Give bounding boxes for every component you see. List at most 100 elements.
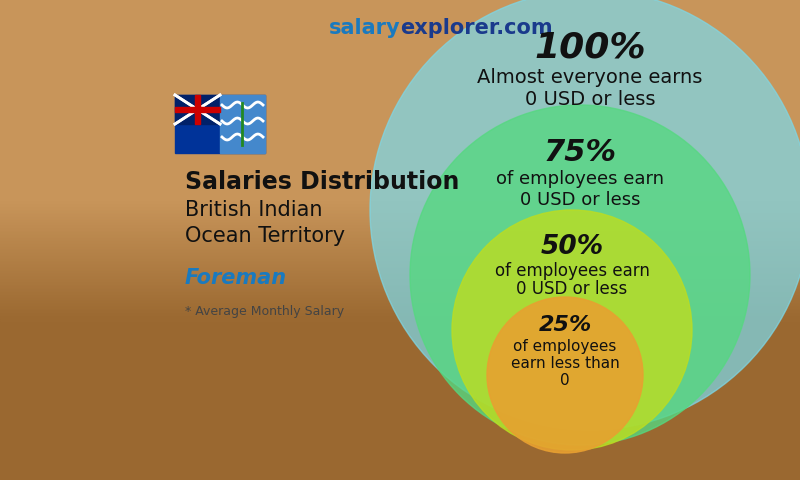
Bar — [0, 252, 800, 254]
Text: of employees earn: of employees earn — [496, 170, 664, 188]
Bar — [0, 312, 800, 314]
Bar — [175, 95, 220, 124]
Bar — [0, 290, 800, 292]
Text: Salaries Distribution: Salaries Distribution — [185, 170, 459, 194]
Circle shape — [370, 0, 800, 430]
Bar — [0, 299, 800, 301]
Bar — [0, 259, 800, 261]
Bar — [0, 221, 800, 223]
Bar — [0, 286, 800, 288]
Bar — [0, 287, 800, 289]
Bar — [0, 211, 800, 213]
Bar — [0, 279, 800, 281]
Bar — [0, 284, 800, 286]
Bar — [0, 255, 800, 257]
Bar — [0, 291, 800, 293]
Bar — [175, 107, 220, 112]
Text: 25%: 25% — [538, 315, 592, 335]
Bar — [0, 319, 800, 321]
Text: 0: 0 — [560, 373, 570, 388]
Bar — [0, 230, 800, 232]
Bar — [0, 206, 800, 208]
Circle shape — [452, 210, 692, 450]
Bar — [0, 300, 800, 302]
Bar — [0, 203, 800, 205]
Bar — [0, 223, 800, 225]
Bar — [0, 200, 800, 202]
Bar — [0, 288, 800, 290]
Bar — [0, 269, 800, 271]
Bar — [0, 260, 800, 262]
Bar — [0, 245, 800, 247]
Bar — [0, 314, 800, 316]
Bar — [0, 298, 800, 300]
Bar — [0, 317, 800, 319]
Bar — [0, 254, 800, 256]
Bar — [195, 95, 200, 124]
Text: of employees: of employees — [514, 339, 617, 354]
Bar — [0, 226, 800, 228]
Bar — [0, 293, 800, 295]
Bar — [0, 308, 800, 310]
Bar — [0, 267, 800, 269]
Bar — [0, 219, 800, 221]
Bar — [0, 202, 800, 204]
Text: salary: salary — [328, 18, 400, 38]
Bar — [0, 257, 800, 259]
Text: explorer.com: explorer.com — [400, 18, 553, 38]
Bar — [0, 240, 800, 480]
Bar — [0, 212, 800, 214]
Bar — [0, 231, 800, 233]
Text: British Indian
Ocean Territory: British Indian Ocean Territory — [185, 200, 345, 246]
Bar — [0, 275, 800, 277]
Text: earn less than: earn less than — [510, 356, 619, 371]
Text: * Average Monthly Salary: * Average Monthly Salary — [185, 305, 344, 318]
Circle shape — [487, 297, 643, 453]
Bar — [0, 303, 800, 305]
Bar — [0, 0, 800, 240]
Bar — [0, 215, 800, 217]
Bar — [0, 224, 800, 226]
Bar — [0, 216, 800, 218]
Bar — [0, 242, 800, 244]
Bar — [0, 251, 800, 253]
Bar — [0, 263, 800, 265]
Bar — [0, 218, 800, 220]
Bar — [0, 233, 800, 235]
Bar — [0, 296, 800, 298]
Bar — [0, 264, 800, 266]
Bar — [0, 207, 800, 209]
Bar — [0, 271, 800, 273]
Text: 100%: 100% — [534, 30, 646, 64]
Bar — [0, 266, 800, 268]
Bar — [0, 276, 800, 278]
Bar — [0, 209, 800, 211]
Bar — [0, 274, 800, 276]
Bar — [0, 248, 800, 250]
Text: Almost everyone earns: Almost everyone earns — [478, 68, 702, 87]
Circle shape — [410, 105, 750, 445]
Bar — [0, 228, 800, 230]
Text: 0 USD or less: 0 USD or less — [520, 191, 640, 209]
Bar — [0, 238, 800, 240]
Bar — [0, 272, 800, 274]
Bar — [0, 250, 800, 252]
Bar — [0, 204, 800, 206]
Text: of employees earn: of employees earn — [494, 262, 650, 280]
Bar — [0, 240, 800, 242]
Bar — [0, 227, 800, 229]
Bar — [0, 283, 800, 285]
Bar — [0, 214, 800, 216]
Text: 0 USD or less: 0 USD or less — [516, 280, 628, 298]
Bar — [0, 315, 800, 317]
Bar — [0, 311, 800, 313]
Text: 50%: 50% — [541, 234, 603, 260]
Text: Foreman: Foreman — [185, 268, 287, 288]
Bar — [0, 307, 800, 309]
Bar — [0, 310, 800, 312]
Bar — [0, 236, 800, 238]
Bar — [0, 302, 800, 304]
Bar — [0, 262, 800, 264]
Bar — [220, 95, 265, 153]
Bar — [175, 95, 265, 153]
